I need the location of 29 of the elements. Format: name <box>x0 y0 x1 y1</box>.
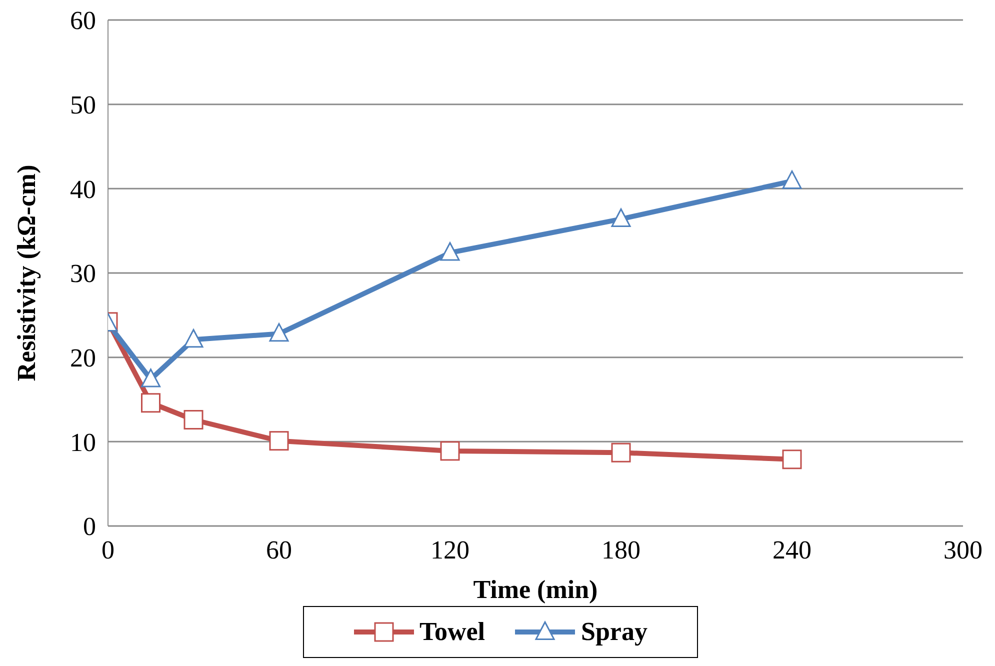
y-tick-label: 0 <box>83 512 96 542</box>
point <box>440 441 460 461</box>
point <box>184 410 204 430</box>
point <box>782 170 802 190</box>
x-tick-label: 120 <box>430 535 470 564</box>
y-tick-label: 30 <box>70 259 96 288</box>
point <box>782 450 802 470</box>
x-tick-label: 240 <box>772 535 812 564</box>
x-tick-label: 300 <box>944 535 982 564</box>
point <box>440 242 460 261</box>
y-tick-label: 50 <box>70 90 96 120</box>
point <box>141 368 160 388</box>
x-axis-title: Time (min) <box>473 575 598 604</box>
point <box>611 208 631 227</box>
point <box>269 323 289 342</box>
point <box>141 393 160 413</box>
x-tick-label: 180 <box>602 535 640 564</box>
x-tick-label: 60 <box>266 535 292 564</box>
x-tick-label: 0 <box>102 535 114 564</box>
point <box>184 328 204 348</box>
y-axis-title: Resistivity (kΩ-cm) <box>12 164 42 382</box>
point <box>611 442 631 462</box>
y-tick-label: 20 <box>70 344 96 373</box>
y-tick-label: 40 <box>70 174 96 204</box>
legend-label: Spray <box>580 617 648 647</box>
y-tick-label: 10 <box>70 428 96 457</box>
legend-label: Towel <box>418 617 486 647</box>
point <box>269 431 289 451</box>
y-tick-label: 60 <box>70 6 96 36</box>
